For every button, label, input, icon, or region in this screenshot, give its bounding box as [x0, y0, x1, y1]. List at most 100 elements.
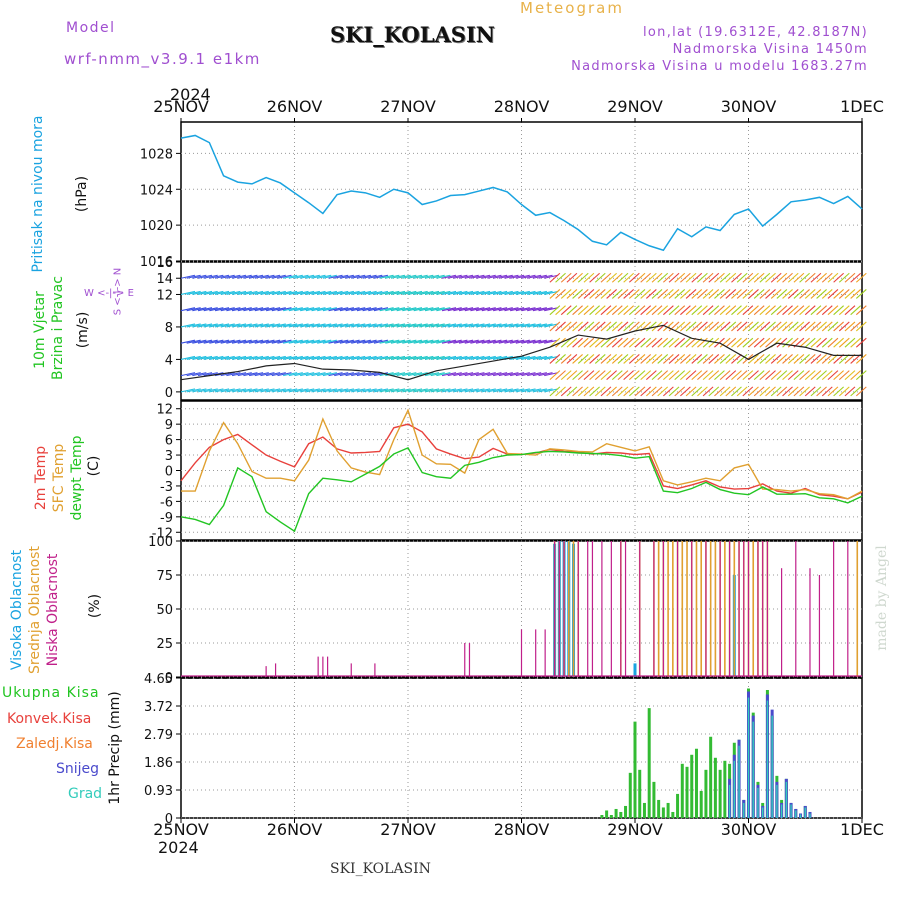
wind-barb	[271, 307, 286, 312]
wind-barb	[725, 354, 737, 364]
wind-barb	[515, 355, 530, 360]
wind-barb	[708, 321, 720, 332]
y-tick-label: 0	[165, 465, 173, 480]
wind-barb	[782, 321, 793, 332]
wind-speed-line	[180, 324, 862, 381]
wind-barb	[317, 290, 332, 296]
wind-barb	[288, 274, 303, 279]
wind-barb	[753, 354, 765, 364]
wind-barb	[787, 386, 799, 397]
wind-barb	[634, 272, 646, 283]
wind-barb	[674, 272, 686, 283]
time-tick-label: 30NOV	[720, 820, 777, 839]
wind-barb	[317, 372, 332, 377]
wind-barb	[810, 305, 822, 316]
wind-barb	[668, 272, 680, 283]
wind-barb	[180, 372, 196, 377]
y-tick-label: 12	[156, 403, 173, 418]
wind-barb	[544, 355, 559, 360]
wind-barb	[702, 289, 714, 299]
wind-barb	[487, 323, 502, 328]
wind-barb	[283, 290, 298, 296]
wind-barb	[515, 388, 530, 393]
wind-barb	[736, 272, 748, 283]
wind-barb	[493, 323, 508, 328]
wind-barb	[793, 289, 805, 299]
wind-barb	[855, 337, 867, 348]
wind-barb	[748, 337, 759, 348]
wind-barb	[799, 305, 810, 316]
wind-barb	[538, 388, 553, 393]
wind-barb	[266, 355, 281, 360]
wind-barb	[447, 372, 462, 377]
wind-barb	[277, 388, 292, 393]
wind-barb	[368, 339, 383, 344]
wind-barb	[277, 290, 292, 296]
wind-barb	[640, 354, 652, 364]
product-title: Meteogram	[520, 0, 624, 17]
wind-barb	[311, 274, 326, 279]
wind-barb	[356, 290, 372, 296]
wind-barb	[413, 372, 428, 377]
wind-barb	[589, 305, 600, 316]
wind-barb	[521, 372, 536, 377]
wind-barb	[617, 321, 629, 332]
wind-barb	[379, 339, 394, 344]
wind-barb	[362, 290, 377, 296]
wind-barb	[850, 370, 862, 381]
wind-barb	[753, 321, 765, 332]
wind-barb	[736, 337, 748, 348]
wind-barb	[475, 307, 491, 312]
wind-barb	[765, 337, 776, 348]
wind-barb	[532, 339, 547, 344]
wind-barb	[209, 323, 224, 328]
wind-barb	[731, 386, 742, 397]
wind-barb	[277, 355, 292, 360]
wind-barb	[628, 305, 640, 316]
wind-barb	[549, 289, 561, 299]
wind-barb	[266, 372, 281, 377]
wind-barb	[197, 372, 213, 377]
wind-barb	[816, 386, 827, 397]
wind-barb	[577, 305, 589, 316]
wind-barb	[838, 305, 850, 316]
wind-barb	[719, 337, 731, 348]
wind-barb	[810, 370, 822, 381]
wind-barb	[742, 272, 754, 283]
wind-barb	[697, 305, 708, 316]
wind-barb	[645, 337, 657, 348]
wind-barb	[515, 307, 530, 312]
wind-barb	[804, 272, 816, 283]
wind-barb	[510, 290, 525, 296]
wind-barb	[606, 370, 617, 381]
wind-barb	[742, 289, 754, 299]
wind-barb	[345, 323, 360, 328]
wind-barb	[844, 337, 856, 348]
wind-barb	[436, 323, 451, 328]
wind-barb	[765, 289, 776, 299]
wind-barb	[283, 339, 298, 344]
wind-barb	[300, 307, 315, 312]
wind-barb	[645, 289, 657, 299]
wind-barb	[453, 339, 468, 344]
wind-barb	[475, 355, 491, 360]
wind-barb	[810, 354, 822, 364]
wind-barb	[322, 388, 337, 393]
wind-barb	[339, 355, 355, 360]
wind-barb	[634, 321, 646, 332]
wind-barb	[277, 274, 292, 279]
wind-barb	[594, 305, 606, 316]
wind-barb	[260, 274, 275, 279]
wind-barb	[390, 290, 406, 296]
wind-barb	[663, 386, 674, 397]
wind-barb	[719, 305, 731, 316]
wind-barb	[356, 388, 372, 393]
wind-barb	[776, 386, 788, 397]
wind-barb	[351, 339, 366, 344]
wind-barb	[351, 388, 366, 393]
wind-barb	[470, 388, 485, 393]
wind-barb	[714, 272, 725, 283]
wind-barb	[254, 372, 269, 377]
wind-barb	[521, 274, 536, 279]
wind-barb	[498, 388, 513, 393]
